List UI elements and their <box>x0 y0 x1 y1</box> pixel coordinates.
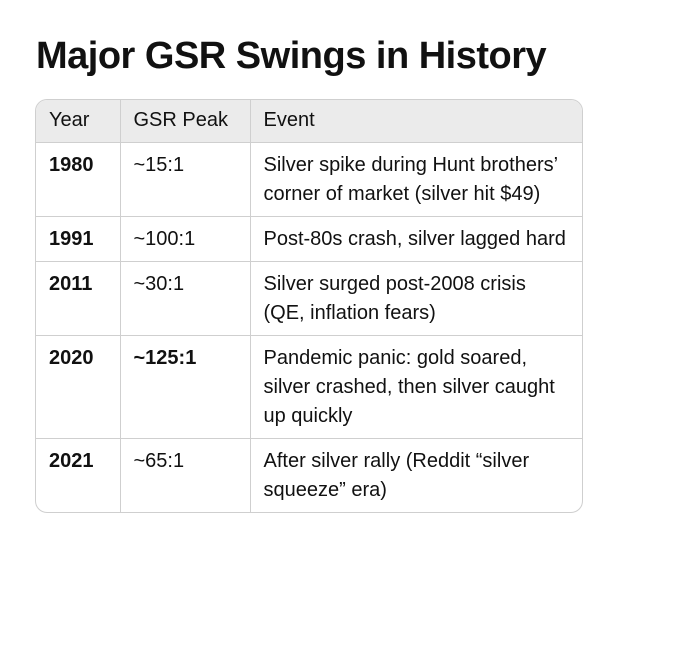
gsr-peak-cell: ~65:1 <box>120 438 251 512</box>
table-row: 2020 ~125:1 Pandemic panic: gold soared,… <box>36 335 582 439</box>
table-row: 2011 ~30:1 Silver surged post-2008 crisi… <box>36 261 582 336</box>
table-row: 1980 ~15:1 Silver spike during Hunt brot… <box>36 142 582 217</box>
year-cell: 2021 <box>36 438 121 512</box>
gsr-peak-cell: ~100:1 <box>120 216 251 262</box>
gsr-peak-cell: ~30:1 <box>120 261 251 336</box>
gsr-peak-cell: ~125:1 <box>120 335 251 439</box>
year-cell: 2011 <box>36 261 121 336</box>
event-cell: After silver rally (Reddit “silver squee… <box>263 450 530 501</box>
page-title: Major GSR Swings in History <box>36 35 547 77</box>
gsr-peak-cell: ~15:1 <box>120 142 251 217</box>
event-cell: Post-80s crash, silver lagged hard <box>250 216 582 262</box>
table-header-row: Year GSR Peak Event <box>36 100 582 143</box>
year-cell: 1991 <box>36 216 121 262</box>
table-row: 1991 ~100:1 Post-80s crash, silver lagge… <box>36 216 582 262</box>
year-cell: 1980 <box>36 142 121 217</box>
column-header-gsr-peak: GSR Peak <box>120 100 251 143</box>
table-row: 2021 ~65:1 After silver rally (Reddit “s… <box>36 438 582 512</box>
event-cell: Silver surged post-2008 crisis (QE, infl… <box>250 261 582 336</box>
column-header-event: Event <box>250 100 582 143</box>
gsr-table: Year GSR Peak Event 1980 ~15:1 Silver sp… <box>35 99 583 513</box>
year-cell: 2020 <box>36 335 121 439</box>
column-header-year: Year <box>36 100 121 143</box>
event-cell: Pandemic panic: gold soared, silver cras… <box>250 335 582 439</box>
event-cell: Silver spike during Hunt brothers’ corne… <box>250 142 582 217</box>
